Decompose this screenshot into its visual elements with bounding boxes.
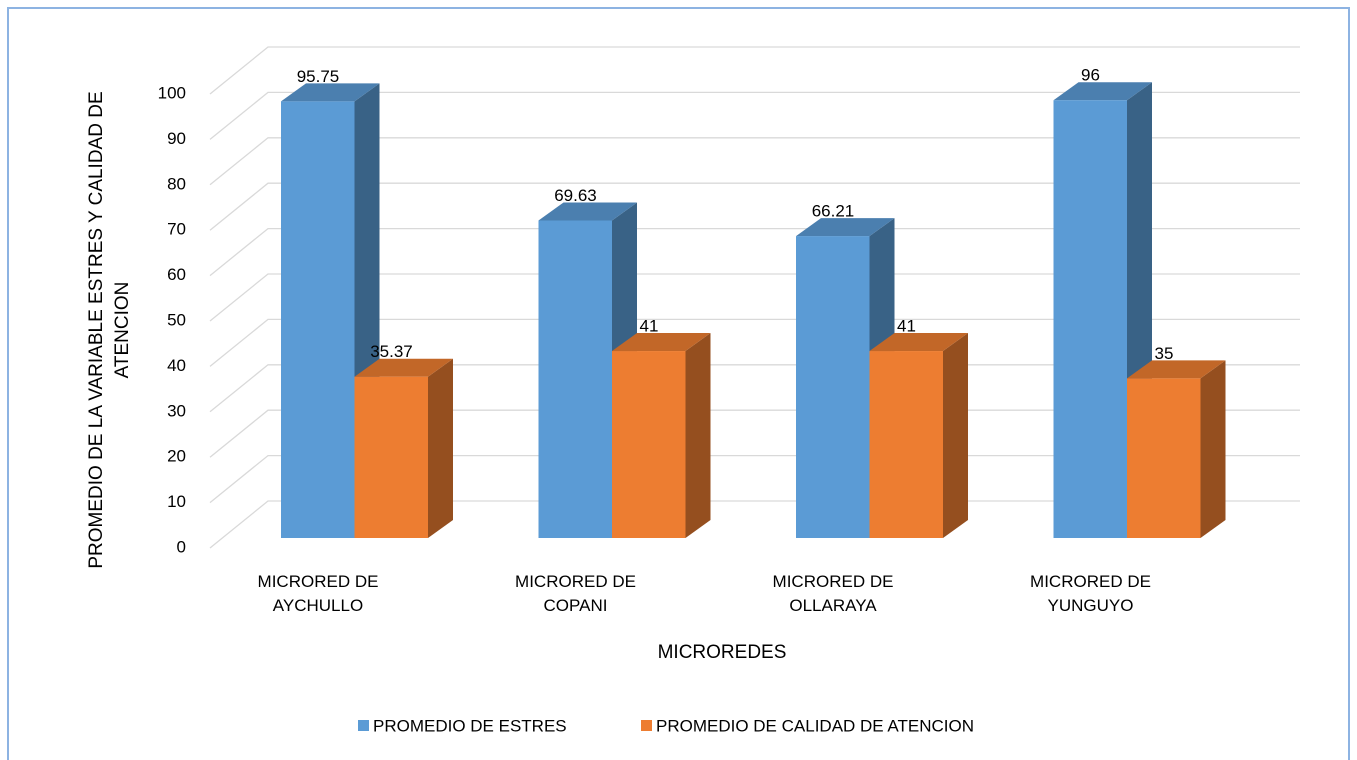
data-label: 95.75 [297, 67, 340, 86]
bar [869, 333, 968, 538]
bar-top [538, 202, 637, 221]
bar-side [685, 333, 711, 538]
bar-front [354, 376, 428, 538]
x-tick-label: MICRORED DE YUNGUYO [1030, 572, 1151, 615]
data-label: 66.21 [812, 202, 855, 221]
bar-top [1053, 82, 1152, 101]
bar [1053, 82, 1152, 539]
x-tick-label: MICRORED DE OLLARAYA [772, 572, 894, 615]
grid-line [209, 273, 1300, 322]
bar [1127, 360, 1226, 538]
x-tick-label: MICRORED DE AYCHULLO [257, 572, 379, 615]
bar-side [428, 358, 453, 538]
y-tick-label: 100 [158, 83, 186, 102]
grid-line [209, 227, 1300, 277]
y-tick-label: 20 [167, 447, 186, 466]
grid-line [209, 182, 1300, 231]
data-label: 96 [1081, 66, 1100, 85]
y-axis-title-line: PROMEDIO DE LA VARIABLE ESTRES Y CALIDAD… [86, 91, 107, 569]
grid-line [209, 137, 1300, 186]
frame [7, 7, 1350, 760]
legend-label: PROMEDIO DE ESTRES [373, 716, 567, 735]
data-label: 35.37 [370, 342, 413, 361]
bar-front [869, 351, 943, 538]
y-tick-label: 0 [177, 537, 186, 556]
y-tick-label: 60 [167, 265, 186, 284]
y-axis-title-line: ATENCION [112, 281, 133, 379]
bar-front [612, 351, 686, 538]
bar-front [281, 101, 355, 538]
bar-top [281, 83, 380, 102]
data-label: 41 [640, 317, 659, 336]
y-tick-label: 50 [167, 310, 186, 329]
bar-top [612, 333, 711, 352]
y-axis-title: PROMEDIO DE LA VARIABLE ESTRES Y CALIDAD… [84, 30, 136, 630]
y-tick-label: 10 [167, 492, 186, 511]
y-tick-label: 40 [167, 356, 186, 375]
y-tick-label: 30 [167, 401, 186, 420]
data-label: 69.63 [554, 186, 597, 205]
bar-top [354, 358, 453, 377]
data-label: 41 [897, 317, 916, 336]
grid-line [209, 91, 1300, 140]
bar-front [1127, 378, 1201, 538]
data-label: 35 [1155, 344, 1174, 363]
bar [612, 333, 711, 538]
y-tick-label: 70 [167, 220, 186, 239]
grid-line [209, 46, 1300, 95]
bar-top [1127, 360, 1226, 379]
bar-top [796, 218, 895, 237]
bar-front [796, 236, 870, 538]
y-tick-label: 80 [167, 174, 186, 193]
y-tick-label: 90 [167, 129, 186, 148]
x-axis-title: MICROREDES [657, 642, 787, 663]
bar-top [869, 333, 968, 352]
bar [354, 358, 453, 538]
legend-label: PROMEDIO DE CALIDAD DE ATENCION [656, 716, 974, 735]
x-tick-label: MICRORED DE COPANI [515, 572, 636, 615]
grid-line [209, 318, 1300, 367]
legend-swatch [641, 720, 652, 731]
legend-swatch [358, 720, 369, 731]
bar-side [1200, 360, 1226, 538]
bar-side [943, 333, 968, 538]
bar-front [538, 220, 612, 539]
bar-front [1053, 100, 1127, 539]
